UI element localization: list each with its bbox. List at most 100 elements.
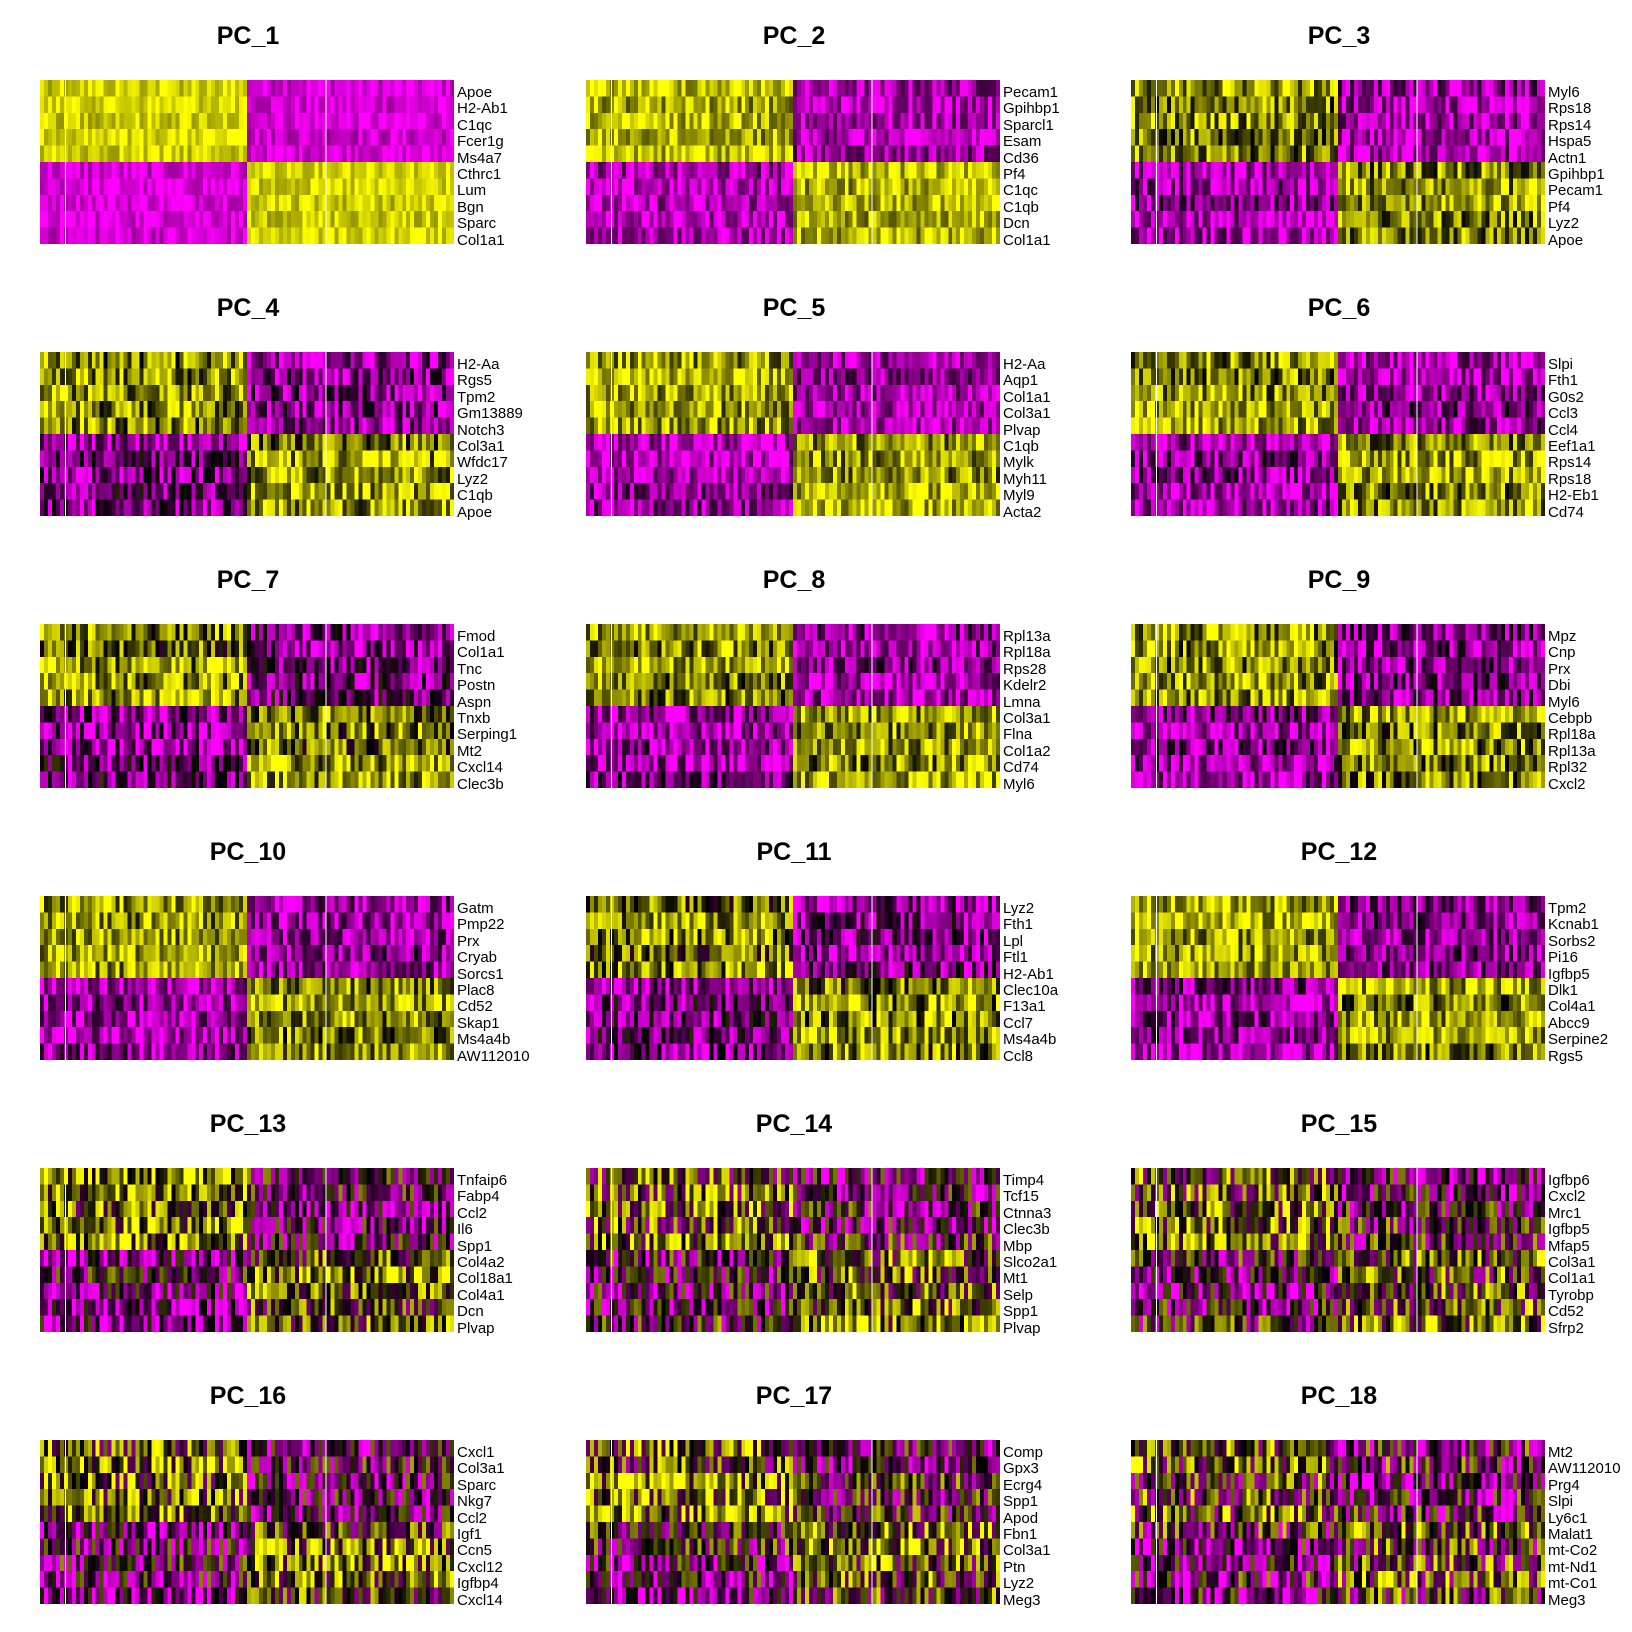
heatmap-cell [896, 434, 902, 451]
heatmap-cell [840, 194, 846, 212]
heatmap-cell [1357, 211, 1363, 229]
heatmap-cell [342, 162, 348, 179]
heatmap-cell [1445, 162, 1451, 179]
heatmap-cell [864, 417, 870, 435]
heatmap-cell [390, 368, 395, 386]
heatmap-cell [139, 466, 145, 484]
heatmap-cell [860, 80, 866, 97]
heatmap-cell [617, 417, 623, 435]
heatmap-cell [191, 194, 196, 212]
heatmap-cell [836, 112, 842, 130]
heatmap-cell [266, 434, 272, 451]
heatmap-cell [793, 368, 798, 386]
heatmap-cell [804, 80, 810, 97]
heatmap-cell [326, 211, 332, 229]
heatmap-cell [1501, 227, 1506, 244]
heatmap-cell [386, 450, 391, 468]
heatmap-cell [223, 129, 228, 147]
heatmap-cell [1521, 162, 1526, 179]
heatmap-cell [1445, 227, 1451, 244]
heatmap-cell [450, 450, 454, 468]
heatmap-cell [330, 112, 336, 130]
heatmap-cell [1409, 96, 1415, 114]
heatmap-cell [1162, 227, 1168, 244]
heatmap-cell [414, 80, 419, 97]
heatmap-cell [366, 112, 371, 130]
heatmap-cell [1202, 178, 1208, 196]
heatmap-cell [1525, 145, 1530, 163]
heatmap-cell [952, 401, 957, 419]
heatmap-cell [354, 352, 360, 369]
heatmap-cell [159, 352, 164, 369]
heatmap-cell [1541, 96, 1545, 114]
heatmap-cell [1310, 96, 1315, 114]
heatmap-cell [753, 401, 758, 419]
heatmap-cell [1182, 227, 1188, 244]
heatmap-cell [286, 194, 292, 212]
heatmap-cell [1230, 211, 1236, 229]
heatmap-cell [262, 145, 268, 163]
heatmap-cell [71, 112, 77, 130]
heatmap-cell [681, 162, 687, 179]
heatmap-cell [1517, 112, 1522, 130]
heatmap-cell [1182, 145, 1188, 163]
heatmap-cell [314, 211, 320, 229]
heatmap-cell [1357, 227, 1363, 244]
heatmap-cell [450, 368, 454, 386]
gene-label: Cthrc1 [457, 165, 502, 183]
heatmap-cell [848, 112, 854, 130]
heatmap-cell [59, 145, 65, 163]
heatmap-cell [1238, 112, 1244, 130]
heatmap-cell [701, 178, 707, 196]
heatmap-cell [745, 384, 750, 402]
heatmap-cell [1242, 162, 1248, 179]
heatmap-cell [964, 96, 969, 114]
heatmap-cell [274, 211, 280, 229]
heatmap-cell [322, 178, 328, 196]
heatmap-cell [426, 434, 431, 451]
heatmap-cell [848, 178, 854, 196]
heatmap-cell [1529, 227, 1534, 244]
heatmap-cell [1461, 145, 1466, 163]
heatmap-cell [693, 162, 699, 179]
heatmap-cell [83, 499, 89, 516]
heatmap-cell [737, 194, 742, 212]
heatmap-cell [1194, 227, 1200, 244]
heatmap-cell [402, 129, 407, 147]
heatmap-cell [135, 211, 141, 229]
heatmap-cell [286, 434, 292, 451]
heatmap-cell [262, 211, 268, 229]
heatmap-cell [103, 384, 109, 402]
heatmap-cell [761, 211, 766, 229]
heatmap-cell [270, 434, 276, 451]
heatmap-cell [944, 368, 949, 386]
heatmap-cell [932, 434, 937, 451]
heatmap-cell [1178, 129, 1184, 147]
heatmap-cell [1214, 112, 1220, 130]
heatmap-cell [793, 112, 798, 130]
heatmap-cell [322, 145, 328, 163]
heatmap-cell [67, 145, 73, 163]
heatmap-cell [609, 194, 615, 212]
heatmap-cell [430, 434, 435, 451]
heatmap-cell [143, 112, 149, 130]
heatmap-cell [657, 368, 663, 386]
heatmap-cell [298, 129, 304, 147]
heatmap-cell [83, 178, 89, 196]
heatmap-cell [980, 227, 985, 244]
heatmap-cell [621, 450, 627, 468]
heatmap-cell [1334, 112, 1339, 130]
heatmap-cell [434, 483, 439, 501]
heatmap-cell [47, 401, 53, 419]
heatmap-cell [1505, 178, 1510, 196]
heatmap-cell [669, 145, 675, 163]
heatmap-cell [589, 352, 595, 369]
heatmap-cell [641, 145, 647, 163]
heatmap-cell [207, 96, 212, 114]
heatmap-cell [1389, 178, 1395, 196]
heatmap-cell [924, 80, 929, 97]
heatmap-cell [294, 211, 300, 229]
heatmap-cell [167, 401, 172, 419]
heatmap-cell [960, 352, 965, 369]
heatmap-cell [195, 384, 200, 402]
